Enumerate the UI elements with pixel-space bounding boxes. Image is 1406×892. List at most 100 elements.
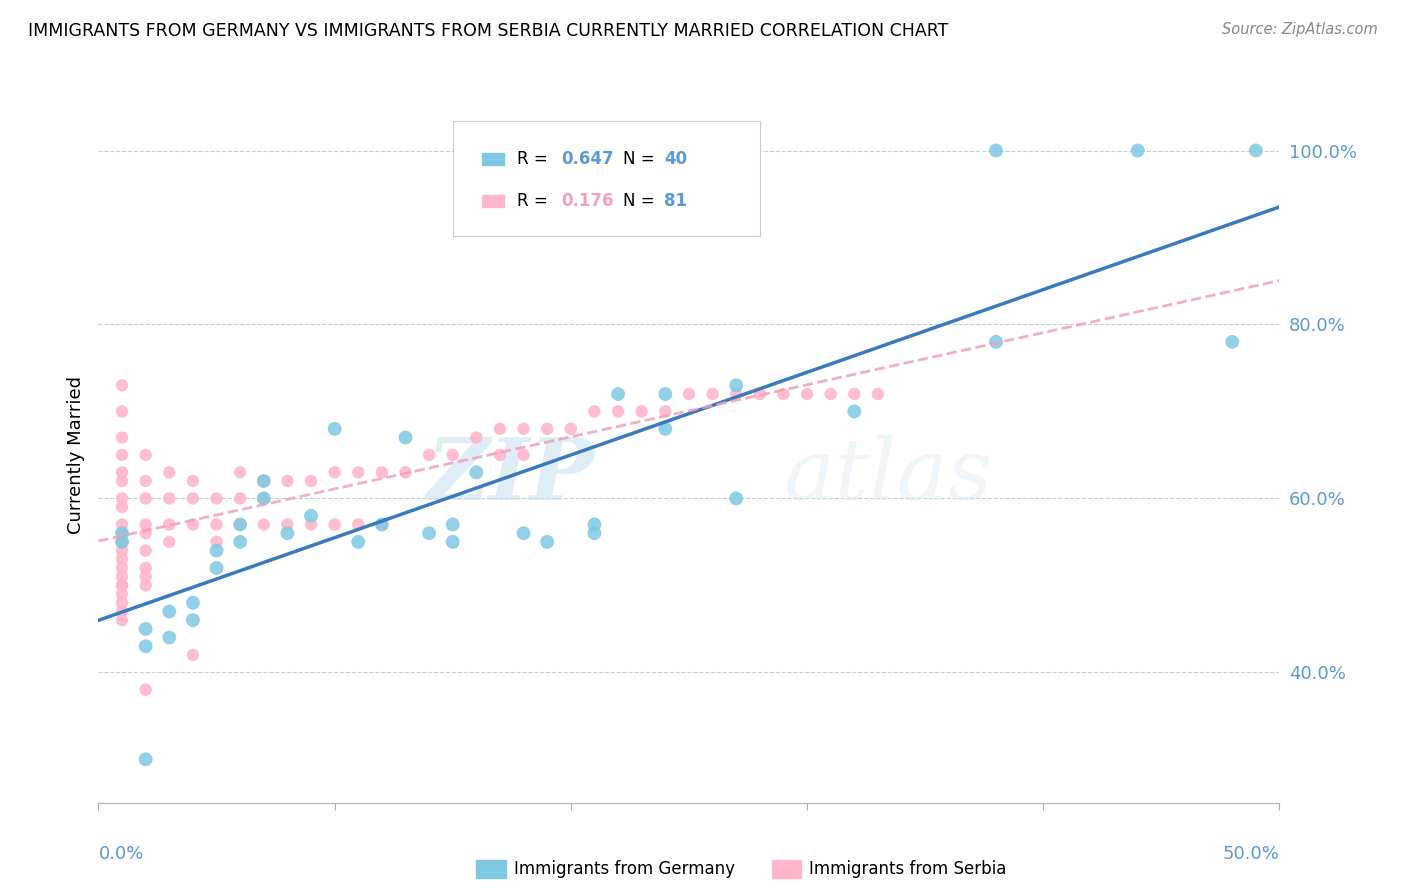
- Point: [984, 144, 1007, 158]
- Point: [157, 466, 180, 480]
- Point: [205, 534, 228, 549]
- Text: 0.0%: 0.0%: [98, 845, 143, 863]
- Point: [536, 534, 558, 549]
- Point: [253, 474, 276, 488]
- Point: [678, 387, 700, 401]
- Point: [1126, 144, 1149, 158]
- Y-axis label: Currently Married: Currently Married: [66, 376, 84, 534]
- Point: [323, 466, 346, 480]
- Point: [111, 474, 134, 488]
- Point: [111, 534, 134, 549]
- Point: [111, 552, 134, 566]
- Point: [418, 448, 440, 462]
- Point: [725, 491, 748, 506]
- Point: [347, 466, 370, 480]
- Point: [772, 387, 794, 401]
- Point: [229, 491, 252, 506]
- Point: [111, 561, 134, 575]
- Bar: [772, 860, 801, 878]
- Point: [111, 596, 134, 610]
- Text: R =: R =: [516, 150, 553, 169]
- Point: [725, 378, 748, 392]
- Point: [394, 466, 416, 480]
- Point: [512, 422, 534, 436]
- Point: [866, 387, 889, 401]
- Point: [205, 543, 228, 558]
- Point: [347, 534, 370, 549]
- Point: [607, 387, 630, 401]
- Point: [111, 448, 134, 462]
- Bar: [482, 153, 503, 166]
- Point: [253, 517, 276, 532]
- Point: [181, 613, 204, 627]
- Point: [181, 596, 204, 610]
- Point: [560, 422, 582, 436]
- Point: [583, 404, 606, 418]
- Point: [371, 517, 394, 532]
- Point: [135, 543, 157, 558]
- Point: [748, 387, 770, 401]
- Point: [111, 543, 134, 558]
- Point: [111, 404, 134, 418]
- Text: 81: 81: [664, 192, 688, 210]
- Text: atlas: atlas: [783, 434, 993, 517]
- Point: [1220, 334, 1243, 349]
- Point: [229, 466, 252, 480]
- Point: [820, 387, 842, 401]
- Bar: [477, 860, 506, 878]
- Text: IMMIGRANTS FROM GERMANY VS IMMIGRANTS FROM SERBIA CURRENTLY MARRIED CORRELATION : IMMIGRANTS FROM GERMANY VS IMMIGRANTS FR…: [28, 22, 949, 40]
- Text: Source: ZipAtlas.com: Source: ZipAtlas.com: [1222, 22, 1378, 37]
- Point: [347, 517, 370, 532]
- Point: [135, 561, 157, 575]
- Text: ZIP: ZIP: [426, 434, 595, 517]
- Point: [181, 517, 204, 532]
- FancyBboxPatch shape: [453, 121, 759, 235]
- Text: Immigrants from Germany: Immigrants from Germany: [515, 860, 735, 878]
- Text: N =: N =: [623, 150, 659, 169]
- Point: [111, 613, 134, 627]
- Point: [299, 517, 322, 532]
- Point: [276, 526, 298, 541]
- Point: [465, 466, 488, 480]
- Point: [157, 491, 180, 506]
- Point: [135, 639, 157, 653]
- Point: [111, 526, 134, 541]
- Point: [844, 404, 866, 418]
- Point: [441, 534, 464, 549]
- Point: [536, 422, 558, 436]
- Point: [583, 517, 606, 532]
- Point: [489, 422, 512, 436]
- Point: [135, 474, 157, 488]
- Point: [135, 517, 157, 532]
- Text: 0.647: 0.647: [561, 150, 614, 169]
- Point: [371, 517, 394, 532]
- Point: [844, 387, 866, 401]
- Point: [299, 508, 322, 523]
- Text: Immigrants from Serbia: Immigrants from Serbia: [810, 860, 1007, 878]
- Point: [181, 491, 204, 506]
- Point: [299, 474, 322, 488]
- Point: [181, 648, 204, 662]
- Point: [654, 422, 676, 436]
- Point: [654, 387, 676, 401]
- Point: [111, 378, 134, 392]
- Point: [181, 474, 204, 488]
- Point: [229, 517, 252, 532]
- Point: [111, 430, 134, 444]
- Point: [394, 430, 416, 444]
- Point: [702, 387, 724, 401]
- Point: [630, 404, 652, 418]
- Point: [157, 631, 180, 645]
- Point: [984, 334, 1007, 349]
- Point: [205, 561, 228, 575]
- Point: [276, 474, 298, 488]
- Point: [111, 517, 134, 532]
- Point: [111, 587, 134, 601]
- Point: [135, 491, 157, 506]
- Point: [512, 526, 534, 541]
- Text: 50.0%: 50.0%: [1223, 845, 1279, 863]
- Point: [1244, 144, 1267, 158]
- Text: 40: 40: [664, 150, 688, 169]
- Point: [111, 526, 134, 541]
- Point: [111, 500, 134, 514]
